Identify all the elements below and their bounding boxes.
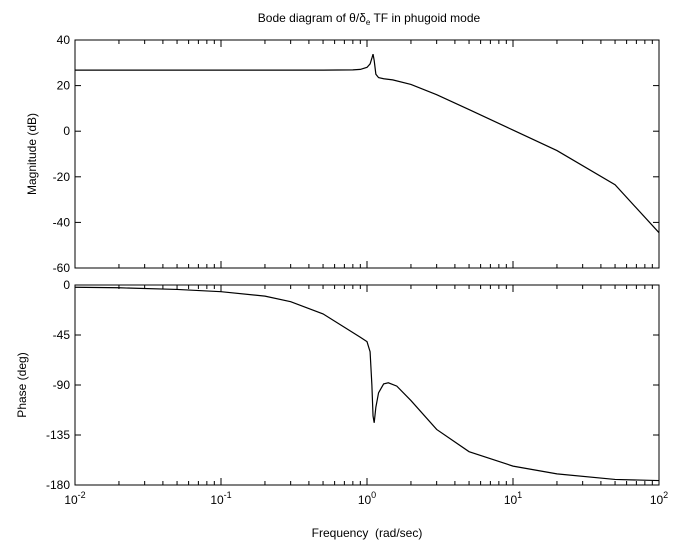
- magnitude-plot-frame: [74, 39, 660, 269]
- chart-title-main: Bode diagram of θ/δ: [258, 11, 366, 25]
- magnitude-ytick-label: 20: [57, 79, 71, 93]
- phase-xtick-label: 10-1: [210, 490, 231, 507]
- phase-xtick-labels: 10-2 10-1 100 101 102: [64, 490, 668, 507]
- magnitude-ticks: [74, 39, 659, 269]
- phase-xtick-label: 100: [358, 490, 376, 507]
- phase-ytick-label: -180: [46, 478, 70, 492]
- phase-series-line: [74, 286, 660, 482]
- magnitude-ytick-label: 0: [63, 124, 70, 138]
- phase-axes: 0 -45 -90 -135 -180 10-2 10-1 100 101 102 Phase …: [15, 278, 668, 540]
- magnitude-ytick-labels: 40 20 0 -20 -40 -60: [53, 33, 71, 275]
- magnitude-ytick-label: 40: [57, 33, 71, 47]
- magnitude-ytick-label: -60: [53, 261, 71, 275]
- phase-xlabel: Frequency (rad/sec): [312, 526, 423, 540]
- phase-ytick-label: -90: [53, 378, 71, 392]
- phase-ytick-label: 0: [63, 278, 70, 292]
- phase-xtick-label: 102: [650, 490, 668, 507]
- phase-ticks: [74, 284, 659, 486]
- chart-title-rest: TF in phugoid mode: [370, 11, 480, 25]
- magnitude-ylabel: Magnitude (dB): [25, 113, 39, 195]
- magnitude-ytick-label: -40: [53, 215, 71, 229]
- phase-ytick-labels: 0 -45 -90 -135 -180: [46, 278, 70, 492]
- magnitude-series-line: [75, 53, 660, 234]
- chart-title-subscript: e: [366, 18, 371, 27]
- magnitude-axes: 40 20 0 -20 -40 -60 Magnitude (dB): [25, 33, 660, 275]
- chart-title: Bode diagram of θ/δe TF in phugoid mode: [258, 11, 481, 27]
- phase-ytick-label: -135: [46, 428, 70, 442]
- phase-xtick-label: 10-2: [64, 490, 85, 507]
- magnitude-ytick-label: -20: [53, 170, 71, 184]
- phase-ytick-label: -45: [53, 328, 71, 342]
- phase-ylabel: Phase (deg): [15, 352, 29, 417]
- phase-plot-frame: [74, 284, 660, 486]
- phase-xtick-label: 101: [504, 490, 522, 507]
